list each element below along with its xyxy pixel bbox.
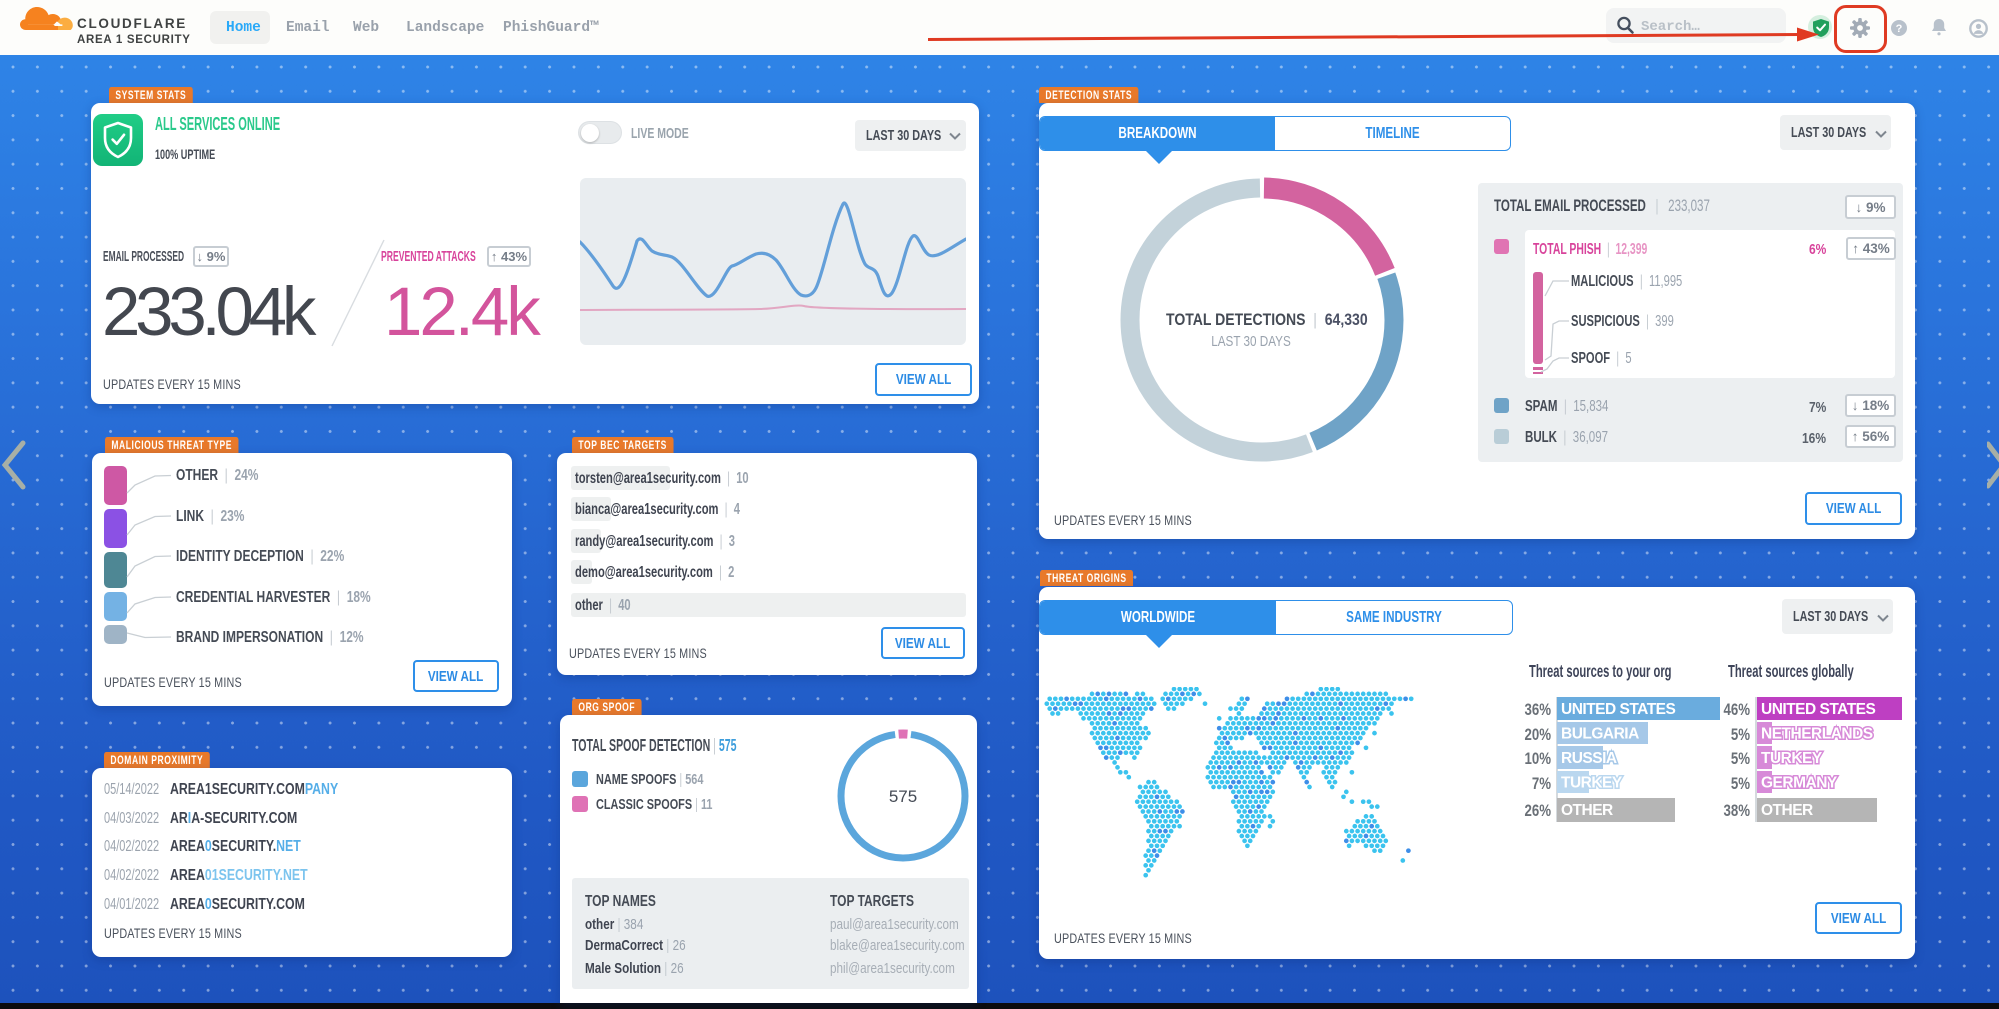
svg-text:BULGARIA: BULGARIA	[1561, 726, 1639, 743]
svg-text:UNITED STATES: UNITED STATES	[1561, 701, 1676, 718]
svg-text:UNITED STATES: UNITED STATES	[1761, 701, 1876, 718]
svg-text:RUSSIA: RUSSIA	[1561, 750, 1617, 767]
svg-text:?: ?	[1896, 23, 1903, 35]
svg-text:OTHER: OTHER	[1561, 802, 1613, 819]
svg-text:OTHER: OTHER	[1761, 802, 1813, 819]
svg-text:TURKEY: TURKEY	[1561, 775, 1623, 792]
svg-text:NETHERLANDS: NETHERLANDS	[1761, 726, 1873, 743]
svg-text:GERMANY: GERMANY	[1761, 775, 1838, 792]
svg-text:575: 575	[889, 787, 917, 806]
svg-text:TURKEY: TURKEY	[1761, 750, 1823, 767]
